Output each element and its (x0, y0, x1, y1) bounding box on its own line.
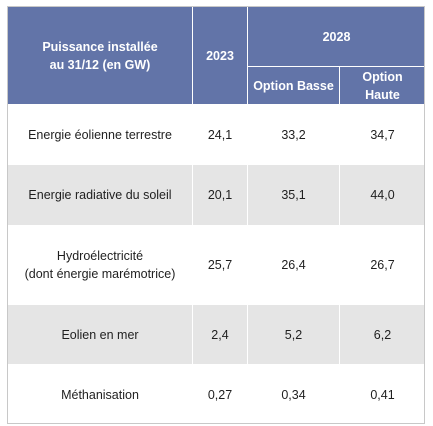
cell-option-high: 44,0 (339, 164, 426, 226)
table-row: Méthanisation 0,27 0,34 0,41 (7, 364, 426, 426)
cell-option-low: 26,4 (247, 225, 340, 305)
table-row: Energie éolienne terrestre 24,1 33,2 34,… (7, 104, 426, 165)
capacity-table: Puissance installée au 31/12 (en GW) 202… (7, 6, 426, 426)
table-row: Eolien en mer 2,4 5,2 6,2 (7, 304, 426, 365)
table-row: Hydroélectricité (dont énergie marémotri… (7, 225, 426, 305)
row-label: Hydroélectricité (dont énergie marémotri… (7, 225, 193, 305)
cell-option-low: 5,2 (247, 304, 340, 365)
cell-option-low: 35,1 (247, 164, 340, 226)
cell-option-high: 6,2 (339, 304, 426, 365)
cell-option-high: 34,7 (339, 104, 426, 165)
cell-option-high: 26,7 (339, 225, 426, 305)
cell-2023: 0,27 (192, 364, 248, 426)
table-row: Energie radiative du soleil 20,1 35,1 44… (7, 164, 426, 226)
row-label: Energie éolienne terrestre (7, 104, 193, 165)
row-label-line1: Energie éolienne terrestre (28, 127, 172, 142)
row-label-line1: Eolien en mer (61, 327, 139, 342)
header-label-line1: Puissance installée (42, 39, 158, 54)
cell-option-low: 33,2 (247, 104, 340, 165)
cell-option-low: 0,34 (247, 364, 340, 426)
header-label-line2: au 31/12 (en GW) (49, 57, 151, 72)
cell-2023: 24,1 (192, 104, 248, 165)
row-label: Méthanisation (7, 364, 193, 426)
cell-2023: 20,1 (192, 164, 248, 226)
row-label-line2: (dont énergie marémotrice) (24, 267, 176, 281)
row-label: Energie radiative du soleil (7, 164, 193, 226)
cell-2023: 25,7 (192, 225, 248, 305)
row-label-line1: Energie radiative du soleil (28, 188, 172, 202)
cell-2023: 2,4 (192, 304, 248, 365)
header-label-cell: Puissance installée au 31/12 (en GW) (7, 6, 193, 105)
row-label-line1: Méthanisation (61, 388, 139, 402)
row-label-line1: Hydroélectricité (56, 249, 144, 263)
header-option-high: Option Haute (339, 66, 426, 105)
header-option-low: Option Basse (247, 66, 340, 105)
cell-option-high: 0,41 (339, 364, 426, 426)
row-label: Eolien en mer (7, 304, 193, 365)
header-year-2028: 2028 (247, 6, 426, 67)
header-year-2023: 2023 (192, 6, 248, 105)
